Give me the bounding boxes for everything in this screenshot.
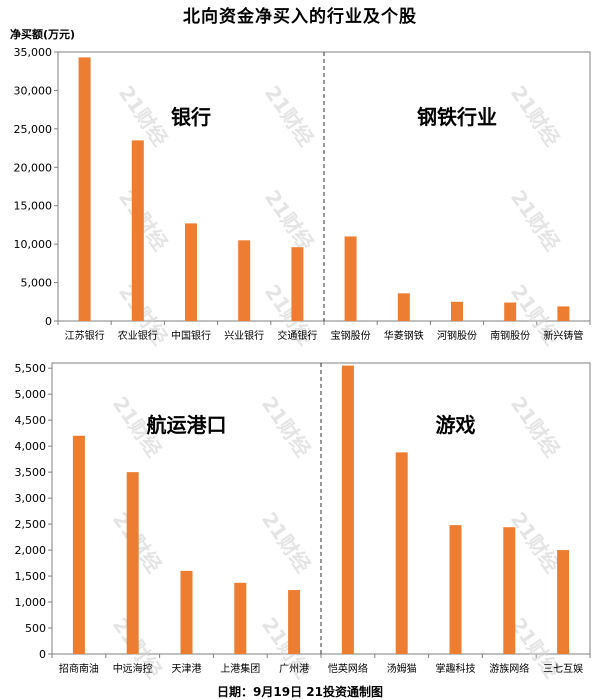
bar: [503, 527, 516, 654]
watermark: 21财经: [260, 81, 319, 150]
y-tick-label: 5,000: [21, 277, 53, 290]
chart-title: 北向资金净买入的行业及个股: [183, 7, 417, 27]
x-category-label: 交通银行: [277, 329, 317, 342]
y-tick-label: 4,500: [15, 414, 47, 427]
y-tick-label: 30,000: [14, 84, 53, 97]
watermark: 21财经: [506, 81, 565, 150]
x-category-label: 汤姆猫: [387, 662, 417, 675]
bar: [131, 140, 144, 321]
y-tick-label: 1,500: [15, 570, 47, 583]
bar: [557, 550, 570, 654]
group-label: 游戏: [436, 413, 476, 437]
y-tick-label: 20,000: [14, 161, 53, 174]
x-category-label: 南钢股份: [490, 329, 530, 342]
bar: [288, 590, 301, 654]
bar: [238, 240, 251, 321]
y-axis-unit-label: 净买额(万元): [10, 28, 76, 41]
x-category-label: 游族网络: [489, 662, 529, 675]
y-tick-label: 10,000: [14, 238, 53, 251]
x-category-label: 河钢股份: [437, 329, 477, 342]
y-tick-label: 3,000: [15, 492, 47, 505]
y-tick-label: 0: [45, 315, 52, 328]
y-tick-label: 3,500: [15, 466, 47, 479]
footer-note: 日期：9月19日 21投资通制图: [217, 685, 383, 699]
y-tick-label: 5,500: [15, 362, 47, 375]
x-category-label: 华菱钢铁: [384, 329, 424, 342]
watermark: 21财经: [114, 81, 173, 150]
bar: [341, 365, 354, 654]
bar: [185, 223, 197, 321]
x-category-label: 兴业银行: [224, 329, 264, 342]
x-category-label: 三七互娱: [543, 662, 583, 675]
bar: [504, 302, 517, 321]
bar: [126, 472, 139, 654]
y-tick-label: 35,000: [14, 46, 53, 59]
x-category-label: 江苏银行: [65, 329, 105, 342]
x-category-label: 恺英网络: [328, 662, 368, 675]
group-label: 银行: [171, 105, 211, 129]
watermark: 21财经: [506, 186, 565, 255]
y-tick-label: 500: [25, 622, 46, 635]
bar: [234, 582, 247, 654]
bar: [449, 525, 462, 654]
watermark: 21财经: [257, 392, 316, 461]
x-category-label: 招商南油: [59, 662, 99, 675]
y-tick-label: 2,500: [15, 518, 47, 531]
group-label: 钢铁行业: [417, 105, 497, 129]
x-category-label: 农业银行: [118, 329, 158, 342]
bar: [395, 452, 408, 654]
y-tick-label: 2,000: [15, 544, 47, 557]
group-label: 航运港口: [147, 413, 227, 437]
bar: [78, 57, 91, 321]
y-tick-label: 0: [39, 648, 46, 661]
bar: [72, 435, 85, 654]
x-category-label: 新兴铸管: [543, 329, 583, 342]
y-tick-label: 5,000: [15, 388, 47, 401]
bar: [397, 293, 410, 321]
x-category-label: 宝钢股份: [331, 329, 371, 342]
x-category-label: 中国银行: [171, 329, 211, 342]
x-category-label: 上港集团: [220, 662, 260, 675]
bar: [557, 306, 570, 321]
bar: [451, 301, 463, 321]
x-category-label: 掌趣科技: [436, 662, 476, 675]
watermark: 21财经: [260, 186, 319, 255]
bar: [291, 247, 304, 321]
y-tick-label: 15,000: [14, 200, 53, 213]
watermark: 21财经: [506, 392, 565, 461]
bar: [180, 570, 193, 654]
x-category-label: 天津港: [172, 663, 202, 675]
watermark: 21财经: [257, 508, 316, 577]
y-tick-label: 4,000: [15, 440, 47, 453]
x-category-label: 广州港: [279, 663, 309, 675]
x-category-label: 中远海控: [113, 662, 153, 675]
y-tick-label: 25,000: [14, 123, 53, 136]
y-tick-label: 1,000: [15, 596, 47, 609]
bar: [344, 236, 357, 321]
